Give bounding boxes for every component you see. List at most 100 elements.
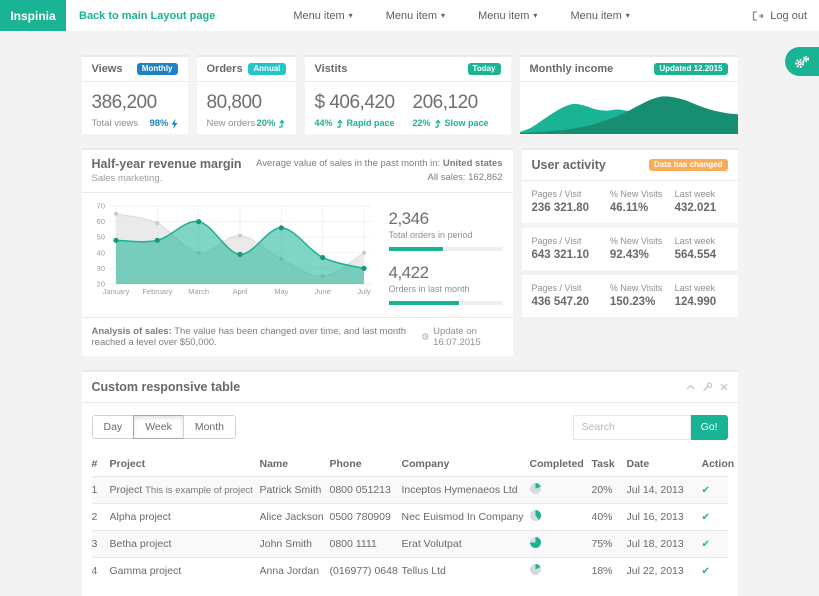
progress-bar: [389, 301, 460, 305]
panel-title: Half-year revenue margin: [92, 157, 242, 171]
table-row: 4 Gamma project Anna Jordan (016977) 064…: [92, 557, 728, 584]
orders-in-period-label: Total orders in period: [389, 230, 473, 240]
visits-card: Vistits Today $ 406,420 44% Rapid pace 2…: [305, 55, 511, 134]
analysis-text: Analysis of sales: The value has been ch…: [92, 326, 423, 348]
orders-label: New orders: [207, 118, 256, 129]
orders-delta: 20%: [256, 118, 285, 129]
monthly-income-chart: [520, 82, 738, 134]
table-row: 1 Project This is example of project Pat…: [92, 476, 728, 503]
wrench-icon: [703, 382, 712, 391]
check-icon[interactable]: ✔: [702, 566, 710, 577]
badge-monthly: Monthly: [137, 63, 178, 75]
clock-icon: [422, 332, 429, 341]
theme-settings-button[interactable]: [785, 47, 819, 76]
revenue-chart: 203040506070JanuaryFebruaryMarchAprilMay…: [92, 201, 375, 297]
revenue-stats: 2,346 Total orders in period 4,422 Order…: [375, 201, 503, 317]
search-go-button[interactable]: Go!: [691, 415, 728, 440]
completed-pie-icon: [530, 537, 541, 548]
chevron-up-icon: [686, 384, 695, 390]
views-value: 386,200: [92, 92, 178, 114]
range-day-button[interactable]: Day: [92, 415, 135, 439]
panel-title: Custom responsive table: [92, 380, 241, 394]
table-row: 2 Alpha project Alice Jackson 0500 78090…: [92, 503, 728, 530]
svg-text:40: 40: [96, 248, 104, 257]
orders-card: Orders Annual 80,800 New orders 20%: [197, 55, 296, 134]
user-activity-row: Pages / Visit643 321.10 % New Visits92.4…: [522, 228, 738, 270]
bolt-icon: [171, 119, 178, 129]
responsive-table-panel: Custom responsive table Day Week Month G…: [82, 370, 738, 596]
caret-down-icon: ▾: [626, 11, 630, 20]
badge-data-changed: Data has changed: [649, 159, 727, 171]
main-menu: Menu item▾ Menu item▾ Menu item▾ Menu it…: [293, 10, 630, 22]
badge-updated: Updated 12.2015: [654, 63, 727, 75]
check-icon[interactable]: ✔: [702, 512, 710, 523]
svg-text:60: 60: [96, 217, 104, 226]
progress-track: [389, 301, 503, 305]
caret-down-icon: ▾: [533, 11, 537, 20]
views-card: Views Monthly 386,200 Total views 98%: [82, 55, 188, 134]
panel-subtitle: Sales marketing.: [92, 173, 242, 184]
svg-text:May: May: [274, 287, 288, 296]
sign-out-icon: [752, 11, 764, 21]
panel-title: User activity: [532, 158, 606, 172]
level-up-icon: [278, 119, 286, 128]
svg-text:March: March: [188, 287, 209, 296]
monthly-income-card: Monthly income Updated 12.2015: [520, 55, 738, 134]
views-label: Total views: [92, 118, 138, 129]
svg-text:70: 70: [96, 201, 104, 210]
table-header-row: # Project Name Phone Company Completed T…: [92, 452, 728, 477]
svg-text:July: July: [357, 287, 371, 296]
svg-text:April: April: [232, 287, 247, 296]
check-icon[interactable]: ✔: [702, 539, 710, 550]
svg-text:June: June: [314, 287, 330, 296]
top-navbar: Inspinia Back to main Layout page Menu i…: [0, 0, 819, 31]
completed-pie-icon: [530, 483, 541, 494]
completed-pie-icon: [530, 564, 541, 575]
logout-button[interactable]: Log out: [752, 10, 807, 22]
card-title: Monthly income: [530, 63, 614, 75]
svg-text:January: January: [102, 287, 129, 296]
check-icon[interactable]: ✔: [702, 485, 710, 496]
close-icon: [720, 383, 728, 391]
settings-button[interactable]: [703, 382, 712, 391]
range-button-group: Day Week Month: [92, 415, 237, 439]
orders-last-month-label: Orders in last month: [389, 284, 470, 294]
menu-item-2[interactable]: Menu item▾: [386, 10, 445, 22]
level-up-icon: [434, 119, 442, 128]
caret-down-icon: ▾: [349, 11, 353, 20]
sales-summary: Average value of sales in the past month…: [256, 157, 502, 186]
update-info: Update on 16.07.2015: [422, 326, 502, 348]
menu-item-3[interactable]: Menu item▾: [478, 10, 537, 22]
badge-today: Today: [468, 63, 501, 75]
caret-down-icon: ▾: [441, 11, 445, 20]
svg-text:30: 30: [96, 263, 104, 272]
range-week-button[interactable]: Week: [133, 415, 184, 439]
card-title: Views: [92, 63, 123, 75]
completed-pie-icon: [530, 510, 541, 521]
card-title: Vistits: [315, 63, 348, 75]
card-title: Orders: [207, 63, 243, 75]
user-activity-row: Pages / Visit236 321.80 % New Visits46.1…: [522, 181, 738, 223]
orders-last-month-value: 4,422: [389, 263, 503, 283]
progress-track: [389, 247, 503, 251]
menu-item-4[interactable]: Menu item▾: [570, 10, 629, 22]
user-activity-row: Pages / Visit436 547.20 % New Visits150.…: [522, 275, 738, 317]
search-input[interactable]: [573, 415, 691, 440]
table-row: 3 Betha project John Smith 0800 1111 Era…: [92, 530, 728, 557]
level-up-icon: [336, 119, 344, 128]
table-search: Go!: [573, 415, 728, 440]
collapse-button[interactable]: [686, 384, 695, 390]
views-delta: 98%: [149, 118, 177, 129]
projects-table: # Project Name Phone Company Completed T…: [92, 452, 728, 584]
menu-item-1[interactable]: Menu item▾: [293, 10, 352, 22]
orders-in-period-value: 2,346: [389, 209, 503, 229]
close-button[interactable]: [720, 383, 728, 391]
visits-stat-2: 206,120 22% Slow pace: [413, 90, 489, 126]
range-month-button[interactable]: Month: [183, 415, 236, 439]
brand-logo[interactable]: Inspinia: [0, 0, 66, 31]
progress-bar: [389, 247, 444, 251]
orders-value: 80,800: [207, 92, 286, 114]
revenue-panel: Half-year revenue margin Sales marketing…: [82, 148, 513, 356]
user-activity-panel: User activity Data has changed Pages / V…: [522, 148, 738, 356]
back-to-layout-link[interactable]: Back to main Layout page: [79, 10, 215, 22]
